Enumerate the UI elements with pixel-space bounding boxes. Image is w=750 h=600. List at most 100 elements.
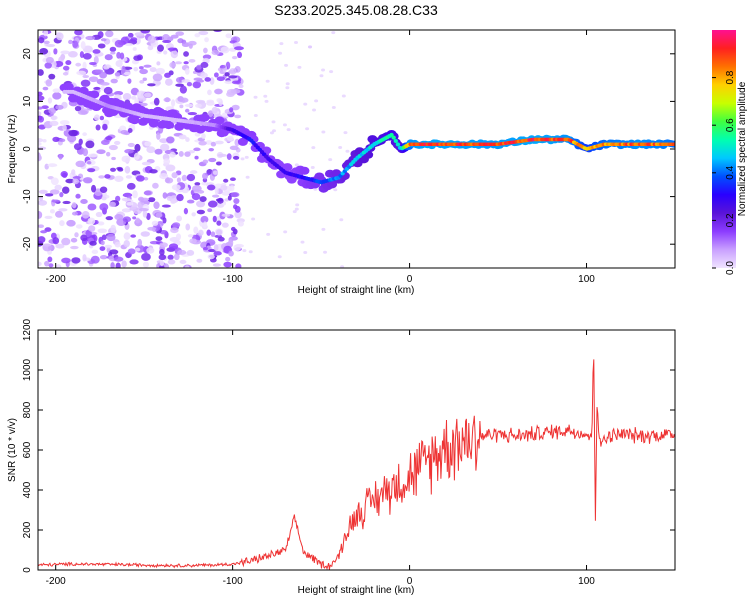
noise-blob bbox=[130, 234, 136, 238]
noise-blob bbox=[146, 247, 155, 254]
noise-blob bbox=[142, 77, 148, 81]
noise-blob bbox=[229, 68, 237, 75]
noise-blob bbox=[99, 71, 108, 79]
noise-blob bbox=[282, 123, 287, 127]
noise-blob bbox=[214, 72, 219, 78]
noise-blob bbox=[155, 67, 165, 75]
ridge-core bbox=[391, 135, 396, 140]
ridge-halo bbox=[282, 163, 293, 172]
noise-blob bbox=[62, 71, 69, 76]
noise-blob bbox=[154, 148, 163, 155]
noise-blob bbox=[214, 183, 223, 189]
noise-blob bbox=[179, 259, 187, 264]
noise-blob bbox=[127, 78, 132, 84]
noise-blob bbox=[204, 77, 212, 82]
noise-blob bbox=[139, 208, 149, 212]
noise-blob bbox=[49, 189, 60, 195]
noise-blob bbox=[183, 207, 189, 215]
noise-blob bbox=[178, 134, 187, 140]
noise-blob bbox=[237, 220, 244, 227]
noise-blob bbox=[75, 62, 82, 67]
ridge-halo bbox=[214, 116, 225, 125]
noise-blob bbox=[200, 61, 209, 69]
noise-blob bbox=[52, 88, 61, 93]
noise-blob bbox=[38, 199, 48, 206]
noise-blob bbox=[286, 128, 291, 132]
noise-blob bbox=[195, 99, 206, 104]
noise-blob bbox=[45, 79, 53, 87]
noise-blob bbox=[98, 175, 105, 179]
noise-blob bbox=[62, 124, 67, 132]
noise-blob bbox=[167, 259, 176, 265]
noise-blob bbox=[133, 66, 139, 72]
noise-blob bbox=[237, 51, 243, 59]
noise-blob bbox=[214, 140, 224, 145]
noise-blob bbox=[121, 197, 131, 202]
noise-blob bbox=[208, 147, 215, 152]
noise-blob bbox=[55, 243, 65, 249]
noise-blob bbox=[163, 97, 171, 103]
noise-blob bbox=[328, 158, 333, 162]
noise-blob bbox=[321, 130, 326, 134]
noise-blob bbox=[172, 222, 181, 228]
noise-blob bbox=[216, 98, 222, 103]
noise-blob bbox=[180, 97, 189, 103]
noise-blob bbox=[40, 230, 48, 234]
noise-blob bbox=[215, 161, 222, 166]
noise-blob bbox=[207, 200, 218, 208]
y-tick-label: 0 bbox=[22, 146, 33, 152]
noise-blob bbox=[196, 79, 205, 83]
noise-blob bbox=[202, 221, 208, 228]
noise-blob bbox=[156, 61, 161, 66]
noise-blob bbox=[82, 148, 89, 157]
noise-blob bbox=[185, 223, 191, 231]
noise-blob bbox=[143, 64, 152, 68]
noise-blob bbox=[211, 49, 220, 56]
noise-blob bbox=[47, 163, 58, 168]
noise-blob bbox=[109, 249, 119, 255]
noise-blob bbox=[345, 149, 350, 153]
noise-blob bbox=[168, 243, 179, 250]
noise-blob bbox=[54, 210, 64, 218]
noise-blob bbox=[226, 135, 234, 141]
noise-blob bbox=[200, 215, 209, 224]
noise-blob bbox=[220, 46, 230, 54]
noise-blob bbox=[88, 153, 98, 158]
noise-blob bbox=[113, 256, 124, 262]
noise-blob bbox=[189, 170, 198, 174]
snr-frame bbox=[37, 329, 676, 571]
noise-blob bbox=[82, 132, 88, 137]
noise-blob bbox=[124, 165, 131, 174]
noise-blob bbox=[232, 155, 240, 160]
noise-blob bbox=[314, 99, 319, 103]
noise-blob bbox=[44, 62, 52, 69]
noise-blob bbox=[341, 94, 346, 98]
noise-blob bbox=[126, 182, 136, 190]
noise-blob bbox=[193, 147, 201, 152]
noise-blob bbox=[212, 194, 220, 198]
noise-blob bbox=[134, 143, 141, 152]
noise-blob bbox=[80, 41, 86, 50]
noise-blob bbox=[77, 110, 88, 115]
colorbar-tick-label: 0.4 bbox=[725, 165, 736, 179]
noise-blob bbox=[175, 83, 184, 87]
noise-blob bbox=[147, 197, 156, 203]
noise-blob bbox=[230, 192, 240, 198]
noise-blob bbox=[205, 140, 213, 145]
noise-blob bbox=[114, 213, 124, 221]
noise-blob bbox=[212, 263, 221, 267]
noise-blob bbox=[319, 74, 324, 78]
noise-blob bbox=[191, 185, 202, 192]
noise-blob bbox=[96, 149, 106, 155]
noise-blob bbox=[170, 34, 179, 39]
noise-blob bbox=[59, 192, 64, 198]
noise-blob bbox=[310, 165, 315, 169]
noise-blob bbox=[80, 198, 88, 205]
noise-blob bbox=[124, 148, 134, 154]
noise-blob bbox=[38, 111, 42, 116]
noise-blob bbox=[81, 210, 90, 219]
noise-blob bbox=[164, 177, 174, 184]
noise-blob bbox=[87, 217, 96, 225]
noise-blob bbox=[111, 156, 116, 161]
noise-blob bbox=[198, 140, 207, 146]
